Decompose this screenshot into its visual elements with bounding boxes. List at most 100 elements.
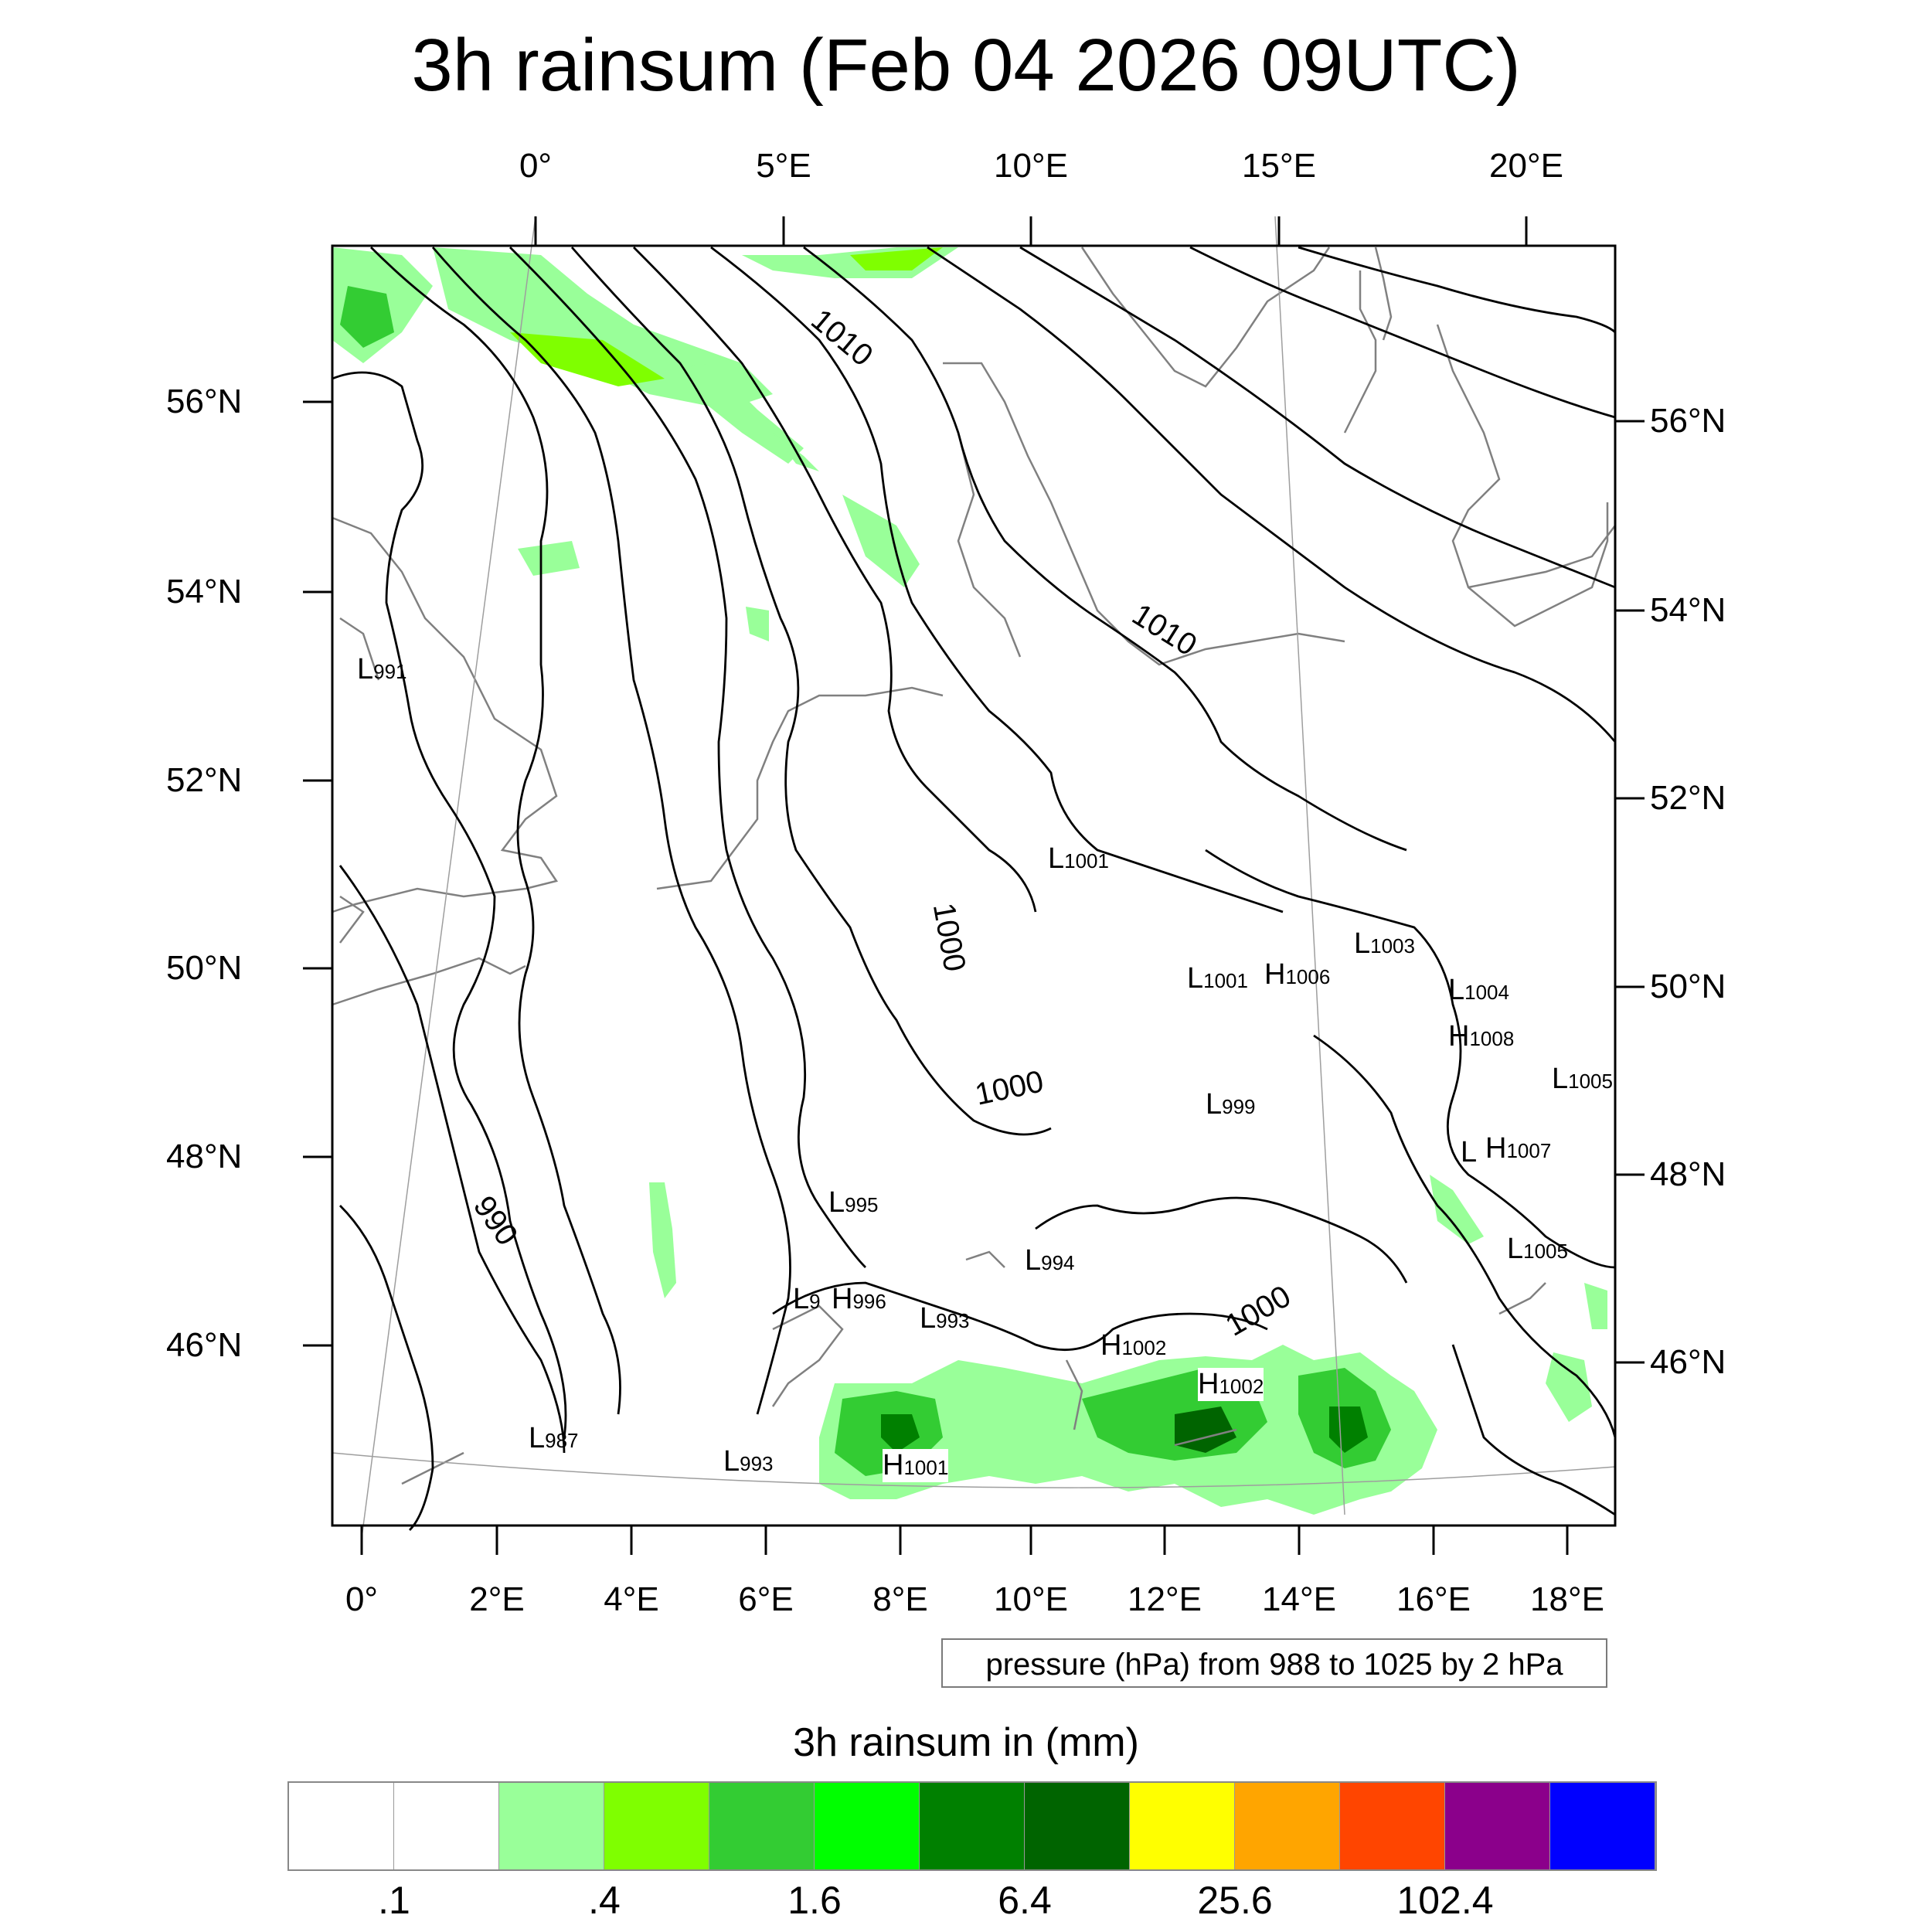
lon-label-bottom: 10°E [994,1580,1068,1618]
rain-area [649,1182,676,1298]
lat-label-left: 54°N [166,573,243,611]
lon-label-bottom: 8°E [872,1580,928,1618]
rain-area [850,247,943,270]
coastline [656,686,944,890]
lon-label-bottom: 2°E [469,1580,525,1618]
colorbar-swatch [1550,1783,1655,1869]
isobar-line [1019,246,1616,589]
meridian-0 [361,216,536,1539]
pressure-center: L1005 [1507,1233,1568,1265]
lon-label-top: 20°E [1489,147,1563,185]
coastline [332,516,559,913]
coastline [943,362,1345,666]
coastline [1468,525,1616,589]
lat-label-right: 54°N [1650,591,1726,629]
isobar-line [332,371,567,1438]
contour-label: 1000 [972,1064,1046,1112]
pressure-center: H1006 [1264,958,1331,991]
pressure-center: H1002 [1198,1368,1264,1401]
colorbar-label: .4 [588,1879,621,1922]
pressure-center: H996 [832,1283,886,1315]
pressure-center: L995 [828,1186,879,1219]
pressure-center: L1001 [1187,962,1248,995]
graticule [332,216,1616,1539]
pressure-center: L994 [1025,1244,1075,1277]
lat-label-left: 46°N [166,1326,243,1364]
lat-label-right: 56°N [1650,402,1726,440]
colorbar-label: 102.4 [1396,1879,1494,1922]
colorbar-swatch [604,1783,709,1869]
lon-label-top: 0° [519,147,553,185]
isobar-line [338,865,566,1454]
colorbar-title: 3h rainsum in (mm) [793,1720,1139,1765]
colorbar-swatch [1445,1783,1550,1869]
contour-label: 1010 [804,303,879,373]
isobar-line [339,1205,434,1531]
coastline [771,1304,844,1407]
lat-label-left: 52°N [166,761,243,799]
pressure-center: L1003 [1354,927,1415,960]
coastline [1174,1428,1237,1447]
coastline [1374,247,1393,341]
isobar-line [803,246,1407,852]
colorbar-swatch [289,1783,394,1869]
isobar-line [1035,1196,1408,1284]
lon-label-bottom: 6°E [738,1580,794,1618]
lat-label-left: 48°N [166,1138,243,1175]
isobars [332,246,1617,1531]
lat-label-right: 48°N [1650,1155,1726,1193]
rain-area [1584,1283,1607,1329]
lon-label-top: 5°E [756,147,811,185]
rain-area [518,541,580,576]
colorbar-swatch [499,1783,604,1869]
lat-label-right: 46°N [1650,1343,1726,1381]
pressure-center: H1007 [1485,1132,1552,1165]
lon-label-top: 15°E [1242,147,1316,185]
lon-label-bottom: 18°E [1530,1580,1604,1618]
pressure-center: L993 [920,1302,970,1335]
isobar-line [570,247,1052,1136]
isobar-line [710,246,1284,913]
coastline [957,432,1022,658]
parallel-45n [332,1452,1616,1488]
pressure-info-box: pressure (hPa) from 988 to 1025 by 2 hPa [941,1638,1607,1688]
pressure-center: L1004 [1448,974,1509,1006]
isobar-line [1189,246,1616,419]
tick-marks [303,216,1645,1555]
isobar-line [1451,1344,1616,1516]
isobar-line [431,247,791,1415]
pressure-center: H1001 [883,1449,949,1482]
colorbar-label: 25.6 [1197,1879,1273,1922]
colorbar-label: .1 [378,1879,410,1922]
rain-area [340,286,394,348]
coastline [1080,247,1331,388]
lat-label-left: 50°N [166,949,243,987]
rain-shading [332,247,1607,1515]
contour-labels: 1010 1010 1000 1000 1000 990 [467,303,1297,1343]
coastline [332,957,526,1006]
colorbar-label: 1.6 [787,1879,842,1922]
isobar-line [1313,1034,1617,1438]
colorbar-swatch [1025,1783,1130,1869]
lon-label-bottom: 0° [345,1580,379,1618]
rain-area [665,363,804,464]
rain-area [1430,1175,1484,1244]
map-title: 3h rainsum (Feb 04 2026 09UTC) [411,24,1521,107]
rain-area [1329,1406,1368,1453]
map-frame [331,244,1617,1527]
rain-area [842,495,920,587]
pressure-center: L1001 [1048,842,1109,875]
contour-label: 1000 [1220,1279,1297,1343]
lat-label-left: 56°N [166,383,243,420]
isobar-line [1205,849,1616,1269]
coastline [1436,324,1609,628]
lon-label-top: 10°E [994,147,1068,185]
pressure-center: L [1461,1136,1478,1168]
coastline [1343,270,1377,434]
colorbar-swatch [815,1783,920,1869]
colorbar [287,1781,1657,1871]
coastlines [332,247,1616,1485]
lon-label-bottom: 4°E [604,1580,659,1618]
lat-label-right: 52°N [1650,779,1726,817]
pressure-center: L9 [793,1283,821,1315]
